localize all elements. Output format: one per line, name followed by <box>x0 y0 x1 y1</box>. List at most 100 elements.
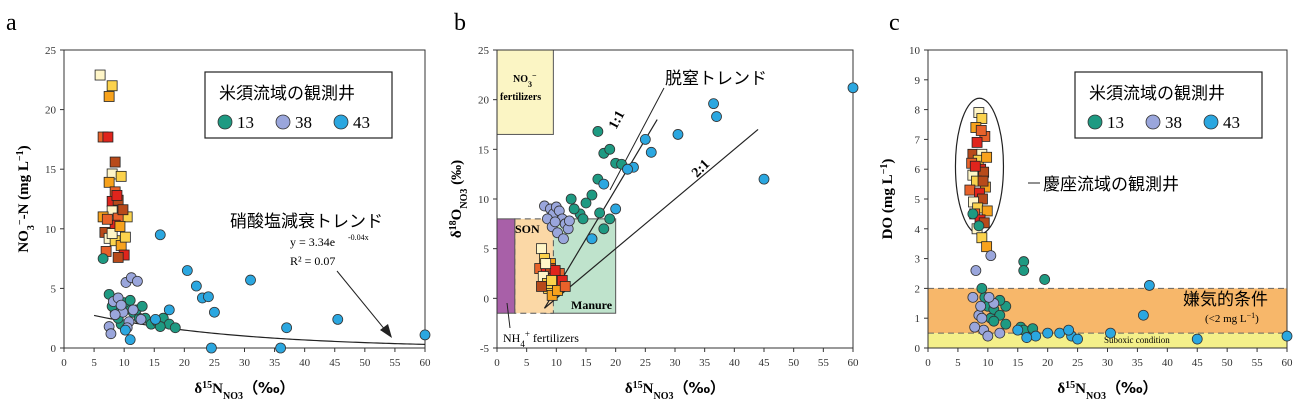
point-series-43 <box>1072 333 1083 345</box>
x-tick-label: 40 <box>729 357 741 369</box>
y-tick-label: 0 <box>915 343 921 355</box>
nh4-fertilizer-region <box>496 218 516 314</box>
label-part: NO3 <box>459 189 470 209</box>
y-axis-label: δ18ONO3 (‰) <box>448 160 470 238</box>
y-tick-label: 20 <box>478 95 490 107</box>
y-tick-label: 5 <box>915 194 921 206</box>
point-series-13 <box>988 315 1000 327</box>
point-series-38 <box>115 299 127 311</box>
point-series-38 <box>976 312 988 324</box>
label-part: NO <box>513 74 528 85</box>
keiza-square-point <box>981 205 993 217</box>
legend-marker-13 <box>217 114 233 130</box>
keiza-square-point <box>546 275 557 286</box>
point-series-13 <box>568 203 580 215</box>
point-series-43 <box>645 146 657 158</box>
y-tick-label: 7 <box>915 134 921 146</box>
x-tick-label: 25 <box>1072 357 1084 369</box>
legend: 米須流域の観測井 13 38 43 <box>1074 71 1263 139</box>
point-series-13 <box>1000 318 1012 330</box>
point-series-38 <box>549 216 561 228</box>
x-tick-label: 0 <box>925 357 931 369</box>
point-series-43 <box>332 313 344 325</box>
point-series-43 <box>586 233 598 245</box>
point-series-38 <box>135 313 147 325</box>
label-part: NO3 <box>1086 391 1106 402</box>
point-series-43 <box>419 329 431 341</box>
point-series-43 <box>1012 324 1024 336</box>
ratio-2to1-label: 2:1 <box>689 157 713 181</box>
point-series-13 <box>97 253 109 265</box>
point-series-43 <box>1054 327 1066 339</box>
y-tick-label: 0 <box>51 343 57 355</box>
point-series-43 <box>639 133 651 145</box>
label-part: N <box>1075 381 1086 397</box>
point-series-38 <box>982 330 994 342</box>
nh4-fertilizer-label: NH4+ fertilizers <box>503 329 579 349</box>
label-part: O <box>449 209 465 221</box>
label-part: ) <box>880 159 896 164</box>
point-series-43 <box>202 291 214 303</box>
x-tick-label: 50 <box>788 357 800 369</box>
point-series-38 <box>983 291 995 303</box>
point-series-43 <box>163 304 175 316</box>
x-tick-label: 55 <box>389 357 401 369</box>
x-tick-label: 20 <box>610 357 622 369</box>
point-series-43 <box>190 280 202 292</box>
keiza-square-point <box>103 176 115 188</box>
keiza-square-point <box>115 170 127 182</box>
point-series-38 <box>563 215 575 227</box>
panel-a: a0 5 10 15 20 25 30 35 40 45 50 55 600510152025δ15NN… <box>6 10 431 402</box>
label-part: （‰） <box>243 379 295 397</box>
y-tick-label: 25 <box>45 45 57 57</box>
point-series-38 <box>969 321 981 333</box>
y-tick-label: 0 <box>484 293 490 305</box>
point-series-43 <box>758 173 770 185</box>
point-series-43 <box>150 313 161 325</box>
x-tick-label: 45 <box>759 357 771 369</box>
x-tick-label: 45 <box>1192 357 1204 369</box>
label-part: −1 <box>15 150 26 161</box>
x-tick-label: 45 <box>329 357 341 369</box>
y-tick-label: -5 <box>480 343 490 355</box>
trend-equation: y = 3.34e <box>290 235 335 249</box>
point-series-38 <box>558 233 569 245</box>
keiza-square-point <box>94 69 106 81</box>
point-series-13 <box>577 213 589 225</box>
panel-label: c <box>889 10 900 36</box>
x-tick-label: 15 <box>1012 357 1024 369</box>
label-part: −1 <box>1247 311 1256 320</box>
point-series-43 <box>1105 327 1116 339</box>
point-series-38 <box>109 309 121 321</box>
label-part: − <box>532 71 537 80</box>
nh4-pointer <box>506 302 511 329</box>
label-part: 15 <box>633 380 643 391</box>
point-series-13 <box>604 143 616 155</box>
legend-marker-43 <box>333 114 349 130</box>
point-series-13 <box>594 207 606 219</box>
ratio-1to1-label: 1:1 <box>606 108 628 132</box>
point-series-38 <box>970 265 982 276</box>
point-series-43 <box>1191 333 1203 345</box>
keiza-square-point <box>977 193 988 205</box>
label-part: ) <box>16 145 32 150</box>
legend-box <box>204 71 393 139</box>
label-part: -N (mg L <box>16 161 32 219</box>
point-series-43 <box>708 98 719 110</box>
point-series-43 <box>281 322 293 334</box>
point-series-13 <box>592 126 604 137</box>
label-part: −1 <box>879 164 890 175</box>
keiza-square-point <box>559 281 571 292</box>
point-series-43 <box>1143 280 1155 291</box>
keiza-square-point <box>109 156 121 168</box>
x-tick-label: 5 <box>524 357 530 369</box>
keiza-square-point <box>981 241 993 253</box>
legend-label: 38 <box>1165 113 1182 132</box>
label-part: （‰） <box>674 379 726 397</box>
label-part: NH <box>503 331 521 345</box>
panel-c: c0 5 10 15 20 25 30 35 40 45 50 55 60012345678910δ15… <box>879 10 1294 402</box>
point-series-13 <box>1039 274 1051 285</box>
point-series-43 <box>209 306 220 318</box>
label-part: − <box>15 219 26 225</box>
x-tick-label: 35 <box>1132 357 1144 369</box>
